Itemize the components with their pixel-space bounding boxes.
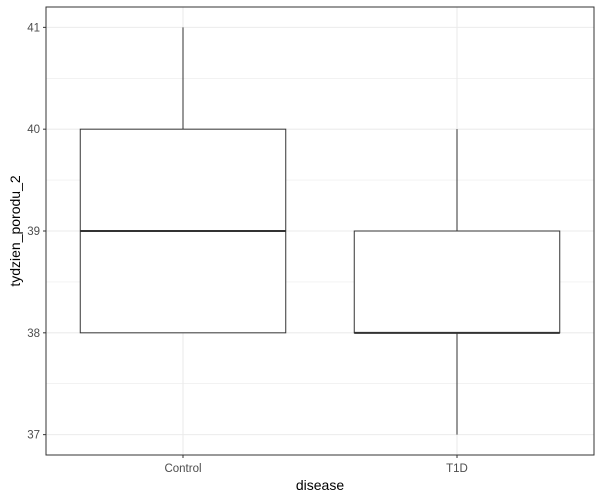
y-tick-label: 39 [27,226,40,238]
y-tick-label: 38 [27,328,40,340]
x-axis-title: disease [296,477,344,493]
y-tick-label: 37 [27,430,40,442]
box-iqr [353,230,561,334]
x-tick-label: Control [164,463,201,475]
y-tick-label: 41 [27,22,40,34]
boxes [79,27,561,435]
axes: 37 38 39 40 41 Control T1D [27,22,468,475]
box-t1d [353,129,561,435]
y-tick-label: 40 [27,124,40,136]
x-tick-label: T1D [446,463,468,475]
y-axis-title: tydzien_porodu_2 [7,175,23,287]
box-control [79,27,287,334]
